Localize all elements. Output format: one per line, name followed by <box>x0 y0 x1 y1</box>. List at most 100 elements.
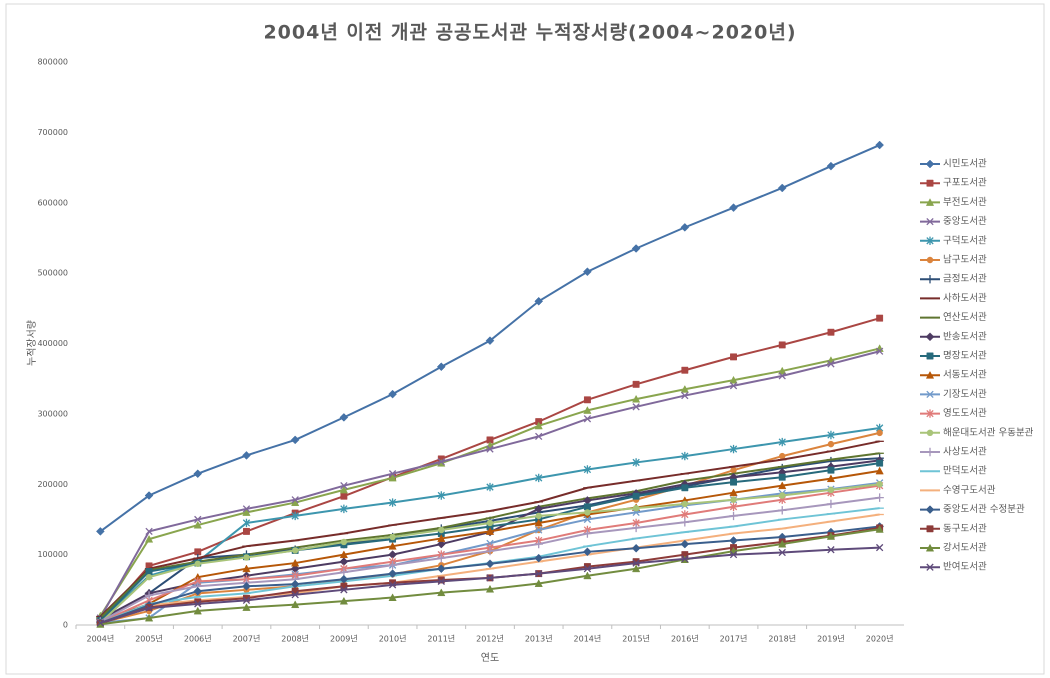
legend-label: 시민도서관 <box>943 159 987 170</box>
x-tick-label: 2016년 <box>671 634 699 644</box>
marker <box>242 451 251 460</box>
marker <box>437 534 446 542</box>
marker <box>681 451 689 461</box>
marker <box>681 500 689 508</box>
marker <box>194 600 202 608</box>
marker <box>485 527 495 535</box>
series <box>95 522 885 628</box>
marker <box>339 413 349 422</box>
marker <box>632 564 641 573</box>
marker <box>632 492 640 500</box>
marker <box>729 502 738 511</box>
marker <box>437 588 446 597</box>
marker <box>925 543 935 552</box>
marker <box>680 539 690 549</box>
legend-item: 서동도서관 <box>920 370 987 381</box>
marker <box>389 533 396 541</box>
marker <box>145 604 153 612</box>
legend-label: 수영구도서관 <box>943 485 996 496</box>
marker <box>144 591 154 600</box>
marker <box>632 394 641 403</box>
x-tick-label: 2010년 <box>379 634 407 644</box>
marker <box>583 565 592 573</box>
marker <box>875 493 884 502</box>
marker <box>583 465 592 474</box>
marker <box>632 380 640 388</box>
marker <box>194 548 202 556</box>
marker <box>583 406 592 414</box>
marker <box>583 267 592 277</box>
x-tick-label: 2014년 <box>574 634 602 644</box>
marker <box>291 496 299 504</box>
marker <box>144 613 154 622</box>
y-tick-label: 400000 <box>37 339 68 348</box>
marker <box>388 593 397 602</box>
marker <box>535 569 543 578</box>
marker <box>194 560 201 567</box>
marker <box>193 520 202 529</box>
marker <box>730 496 737 503</box>
legend-label: 동구도서관 <box>943 523 987 534</box>
marker <box>388 473 397 482</box>
legend-item: 명장도서관 <box>920 351 987 362</box>
legend-label: 부전도서관 <box>943 197 987 208</box>
y-tick-label: 500000 <box>37 269 68 278</box>
x-tick-label: 2005년 <box>135 634 163 644</box>
x-tick-label: 2015년 <box>622 634 650 644</box>
marker <box>680 518 690 527</box>
marker <box>875 140 885 150</box>
marker <box>729 375 738 384</box>
x-tick-label: 2019년 <box>817 634 845 644</box>
marker <box>437 553 446 563</box>
marker <box>486 574 494 582</box>
marker <box>925 275 935 284</box>
marker <box>486 482 494 492</box>
x-tick-label: 2013년 <box>525 634 553 644</box>
legend-item: 중앙도서관 수정분관 <box>920 503 1025 515</box>
marker <box>778 506 787 515</box>
legend-item: 사상도서관 <box>920 447 987 458</box>
marker <box>583 396 591 404</box>
y-tick-label: 700000 <box>37 128 68 137</box>
marker <box>826 499 836 509</box>
marker <box>827 440 835 448</box>
marker <box>388 541 397 550</box>
marker <box>926 390 934 399</box>
marker <box>242 505 251 513</box>
marker <box>778 539 787 548</box>
marker <box>290 435 300 445</box>
marker <box>388 498 397 507</box>
legend-label: 구포도서관 <box>943 178 987 189</box>
series <box>97 481 883 627</box>
marker <box>339 596 348 605</box>
legend-item: 중앙도서관 <box>920 215 987 227</box>
marker <box>926 525 934 533</box>
legend-item: 동구도서관 <box>920 523 987 534</box>
marker <box>632 403 640 411</box>
marker <box>729 488 738 497</box>
marker <box>827 466 835 474</box>
marker <box>875 347 884 355</box>
marker <box>291 558 300 567</box>
series <box>96 347 884 622</box>
legend-label: 중앙도서관 <box>943 215 987 227</box>
marker <box>340 586 348 594</box>
marker <box>340 492 348 500</box>
marker <box>339 550 348 559</box>
marker <box>826 161 836 171</box>
marker <box>291 511 299 521</box>
marker <box>681 484 689 492</box>
marker <box>729 382 738 390</box>
y-axis-label: 누적장서량 <box>26 320 38 366</box>
marker <box>875 466 884 475</box>
marker <box>485 336 495 346</box>
marker <box>826 532 836 540</box>
legend-label: 사하도서관 <box>943 292 987 304</box>
marker <box>926 236 934 245</box>
marker <box>194 515 202 524</box>
legend-item: 남구도서관 <box>920 255 987 266</box>
marker <box>583 547 592 557</box>
marker <box>778 473 786 481</box>
marker <box>730 478 737 486</box>
marker <box>729 444 738 454</box>
